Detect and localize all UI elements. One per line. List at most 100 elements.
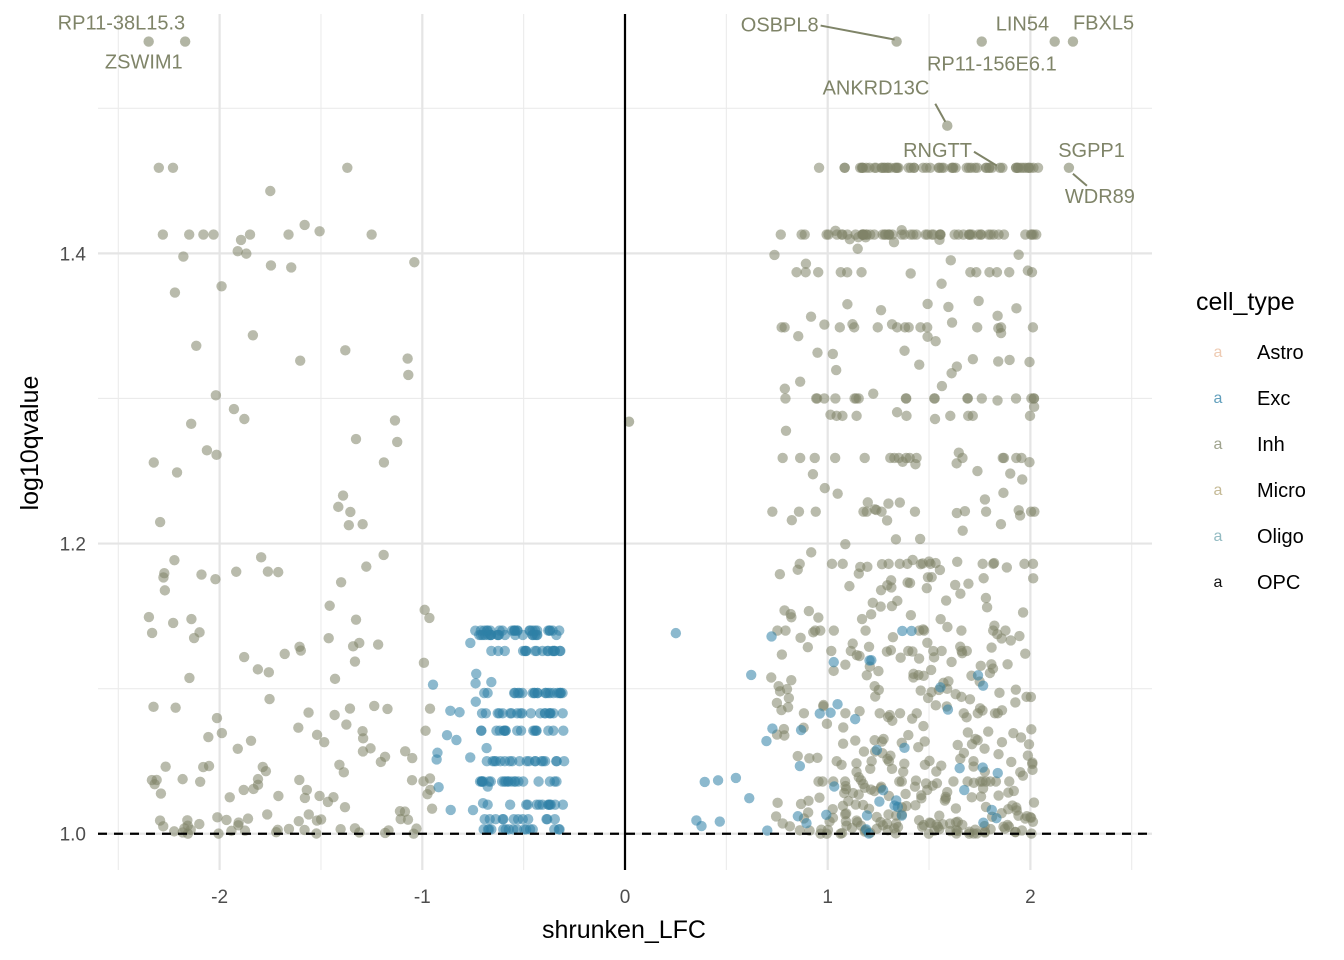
data-point <box>345 506 356 518</box>
data-point <box>940 595 952 606</box>
data-point <box>881 515 893 526</box>
data-point <box>896 810 908 821</box>
data-point <box>506 625 518 636</box>
data-point <box>158 821 169 832</box>
data-point <box>821 718 833 730</box>
data-point <box>829 452 841 464</box>
data-point <box>333 501 344 513</box>
data-point <box>772 797 783 809</box>
data-point <box>484 814 495 825</box>
data-point <box>432 747 443 758</box>
data-point <box>712 775 724 786</box>
data-point <box>855 775 867 786</box>
data-point <box>171 467 183 478</box>
data-point <box>813 267 824 278</box>
data-point <box>913 669 924 681</box>
data-point <box>897 625 908 637</box>
data-point <box>991 267 1003 278</box>
data-point <box>247 330 259 341</box>
data-point <box>177 773 188 785</box>
data-point <box>943 301 954 313</box>
data-point <box>1007 800 1018 811</box>
data-point <box>470 625 481 636</box>
data-point <box>418 776 429 787</box>
data-point <box>262 566 274 577</box>
data-point <box>814 708 825 719</box>
data-point <box>934 564 946 576</box>
x-tick-label: 2 <box>1025 887 1036 908</box>
data-point <box>208 229 219 240</box>
data-point <box>992 628 1003 640</box>
legend-key-glyph: a <box>1214 528 1223 545</box>
data-point <box>891 322 903 333</box>
data-point <box>776 649 788 660</box>
data-point <box>265 185 276 197</box>
data-point <box>1027 758 1038 770</box>
data-point <box>958 747 970 759</box>
data-point <box>349 656 361 667</box>
data-point <box>311 828 322 839</box>
data-point <box>1004 776 1015 787</box>
data-point <box>870 162 882 173</box>
data-point <box>515 725 527 736</box>
data-point <box>201 445 213 456</box>
data-point <box>873 665 884 677</box>
data-point <box>812 752 823 763</box>
data-point <box>992 767 1003 779</box>
data-point <box>424 612 435 624</box>
legend-label: OPC <box>1257 572 1300 594</box>
data-point <box>830 393 841 404</box>
legend-key-glyph: a <box>1214 482 1223 499</box>
data-point <box>910 459 921 470</box>
data-point <box>792 811 804 822</box>
data-point <box>866 654 877 666</box>
data-point <box>925 664 937 676</box>
data-point <box>786 514 798 526</box>
data-point <box>1000 625 1011 636</box>
data-point <box>293 722 304 733</box>
data-point <box>908 162 920 173</box>
data-point <box>1017 474 1028 485</box>
data-point <box>832 699 843 710</box>
data-point <box>948 776 959 787</box>
data-point <box>228 403 240 415</box>
data-point <box>980 162 992 173</box>
data-point <box>1014 510 1026 521</box>
data-point <box>1004 267 1015 278</box>
data-point <box>883 498 894 509</box>
data-point <box>886 582 897 593</box>
data-point <box>910 775 922 786</box>
data-point <box>900 393 912 404</box>
data-point <box>953 447 964 458</box>
data-point <box>476 725 487 736</box>
data-point <box>975 791 987 802</box>
data-point <box>821 809 832 820</box>
data-point <box>529 755 541 767</box>
data-point <box>966 792 977 803</box>
data-point <box>467 804 479 816</box>
data-point <box>350 614 362 625</box>
data-point <box>883 558 894 570</box>
data-point <box>942 786 953 798</box>
data-point <box>252 773 264 785</box>
data-point <box>286 262 297 273</box>
data-point <box>329 709 340 721</box>
data-point <box>800 258 812 269</box>
data-point <box>283 823 295 835</box>
data-point <box>357 726 368 737</box>
data-point <box>238 651 250 663</box>
data-point <box>840 808 852 819</box>
data-point <box>977 558 988 570</box>
data-point <box>1020 648 1031 659</box>
data-point <box>224 792 235 803</box>
data-point <box>1011 303 1022 314</box>
data-point <box>451 734 462 746</box>
data-point <box>930 336 941 347</box>
data-point <box>881 818 893 830</box>
data-point <box>512 708 523 719</box>
data-point <box>148 701 159 713</box>
data-point <box>194 776 206 788</box>
data-point <box>993 323 1004 334</box>
data-point <box>486 676 497 688</box>
